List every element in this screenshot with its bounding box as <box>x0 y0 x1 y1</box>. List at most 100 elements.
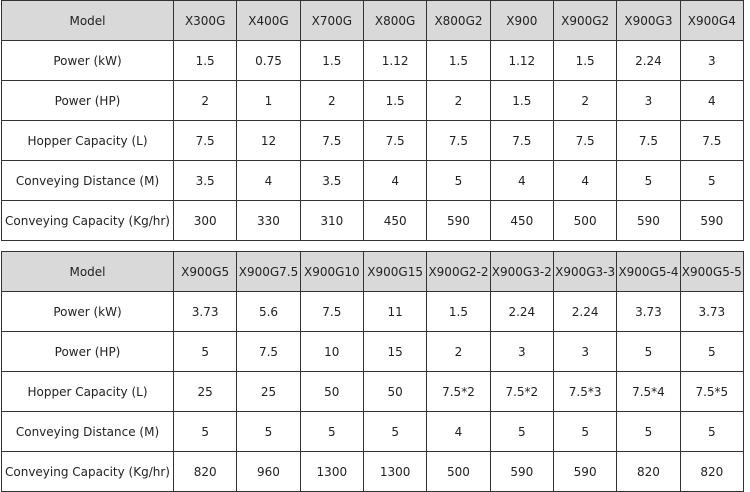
row-label: Conveying Distance (M) <box>1 160 174 201</box>
table-cell: 7.5 <box>299 291 364 332</box>
table-cell: 1.5 <box>489 80 554 121</box>
table-row: Conveying Capacity (Kg/hr) 820 960 1300 1300… <box>1 451 745 492</box>
column-header: X900G7.5 <box>236 251 301 292</box>
table-cell: 7.5 <box>552 120 618 161</box>
table-cell: 5 <box>552 411 618 452</box>
row-label: Conveying Capacity (Kg/hr) <box>1 200 174 241</box>
table-cell: 590 <box>552 451 618 492</box>
table-cell: 5 <box>172 331 238 372</box>
table-cell: 590 <box>679 200 745 241</box>
table-cell: 10 <box>299 331 364 372</box>
row-label: Power (HP) <box>1 331 174 372</box>
table-cell: 4 <box>552 160 618 201</box>
table-cell: 5 <box>616 160 681 201</box>
table-cell: 3 <box>489 331 554 372</box>
table-cell: 1 <box>236 80 301 121</box>
table-cell: 4 <box>362 160 428 201</box>
table-cell: 2 <box>426 331 491 372</box>
table-cell: 500 <box>552 200 618 241</box>
table-cell: 3 <box>552 331 618 372</box>
table-cell: 310 <box>299 200 364 241</box>
table-cell: 3.73 <box>172 291 238 332</box>
column-header: X900G3-2 <box>489 251 554 292</box>
spec-table-1: Model X300G X400G X700G X800G X800G2 X900 X900G… <box>1 0 745 241</box>
table-cell: 5 <box>616 411 681 452</box>
column-header: X900G10 <box>299 251 364 292</box>
table-cell: 2.24 <box>489 291 554 332</box>
table-cell: 1.5 <box>362 80 428 121</box>
row-label: Power (HP) <box>1 80 174 121</box>
column-header: X800G <box>362 0 428 41</box>
table-cell: 300 <box>172 200 238 241</box>
table-cell: 500 <box>426 451 491 492</box>
row-label: Hopper Capacity (L) <box>1 120 174 161</box>
row-label: Power (kW) <box>1 291 174 332</box>
table-cell: 590 <box>426 200 491 241</box>
column-header: X700G <box>299 0 364 41</box>
table-cell: 820 <box>616 451 681 492</box>
row-label: Conveying Distance (M) <box>1 411 174 452</box>
table-cell: 3.73 <box>679 291 745 332</box>
table-cell: 7.5 <box>426 120 491 161</box>
table-cell: 1.5 <box>172 40 238 81</box>
table-cell: 3.73 <box>616 291 681 332</box>
table-cell: 7.5 <box>299 120 364 161</box>
table-cell: 1.12 <box>362 40 428 81</box>
table-cell: 4 <box>679 80 745 121</box>
column-header: X900G5-4 <box>616 251 681 292</box>
table-cell: 5.6 <box>236 291 301 332</box>
table-cell: 5 <box>172 411 238 452</box>
table-cell: 5 <box>616 331 681 372</box>
table-cell: 1300 <box>299 451 364 492</box>
row-label: Model <box>1 251 174 292</box>
table-cell: 4 <box>426 411 491 452</box>
header-row: Model X300G X400G X700G X800G X800G2 X900 X900G… <box>1 0 745 41</box>
table-cell: 2.24 <box>616 40 681 81</box>
table-cell: 3.5 <box>172 160 238 201</box>
table-cell: 820 <box>172 451 238 492</box>
table-cell: 7.5*5 <box>679 371 745 412</box>
column-header: X300G <box>172 0 238 41</box>
table-cell: 450 <box>362 200 428 241</box>
table-cell: 7.5 <box>236 331 301 372</box>
table-cell: 7.5 <box>172 120 238 161</box>
column-header: X900G15 <box>362 251 428 292</box>
table-cell: 2 <box>552 80 618 121</box>
table-cell: 25 <box>236 371 301 412</box>
table-row: Conveying Distance (M) 5 5 5 5 4 5 5 5 5 <box>1 411 745 452</box>
column-header: X900G2 <box>552 0 618 41</box>
table-row: Power (HP) 2 1 2 1.5 2 1.5 2 3 4 <box>1 80 745 121</box>
table-cell: 7.5 <box>616 120 681 161</box>
table-cell: 7.5*3 <box>552 371 618 412</box>
table-cell: 820 <box>679 451 745 492</box>
table-cell: 7.5 <box>489 120 554 161</box>
table-row: Conveying Distance (M) 3.5 4 3.5 4 5 4 4 5 5 <box>1 160 745 201</box>
table-cell: 7.5*2 <box>489 371 554 412</box>
table-cell: 7.5 <box>679 120 745 161</box>
row-label: Model <box>1 0 174 41</box>
column-header: X900G3 <box>616 0 681 41</box>
table-cell: 7.5*2 <box>426 371 491 412</box>
row-label: Hopper Capacity (L) <box>1 371 174 412</box>
column-header: X900G5-5 <box>679 251 745 292</box>
column-header: X900G5 <box>172 251 238 292</box>
table-cell: 0.75 <box>236 40 301 81</box>
table-cell: 1.5 <box>552 40 618 81</box>
table-cell: 2 <box>172 80 238 121</box>
table-cell: 5 <box>426 160 491 201</box>
table-cell: 5 <box>236 411 301 452</box>
table-cell: 590 <box>616 200 681 241</box>
table-cell: 3 <box>679 40 745 81</box>
table-cell: 1300 <box>362 451 428 492</box>
column-header: X400G <box>236 0 301 41</box>
table-cell: 25 <box>172 371 238 412</box>
table-cell: 2.24 <box>552 291 618 332</box>
table-cell: 5 <box>299 411 364 452</box>
table-cell: 7.5*4 <box>616 371 681 412</box>
table-cell: 1.5 <box>426 291 491 332</box>
table-cell: 15 <box>362 331 428 372</box>
header-row: Model X900G5 X900G7.5 X900G10 X900G15 X900G2-… <box>1 251 745 292</box>
table-cell: 50 <box>362 371 428 412</box>
table-cell: 2 <box>426 80 491 121</box>
table-row: Power (kW) 3.73 5.6 7.5 11 1.5 2.24 2.24 3.73 3.7… <box>1 291 745 332</box>
